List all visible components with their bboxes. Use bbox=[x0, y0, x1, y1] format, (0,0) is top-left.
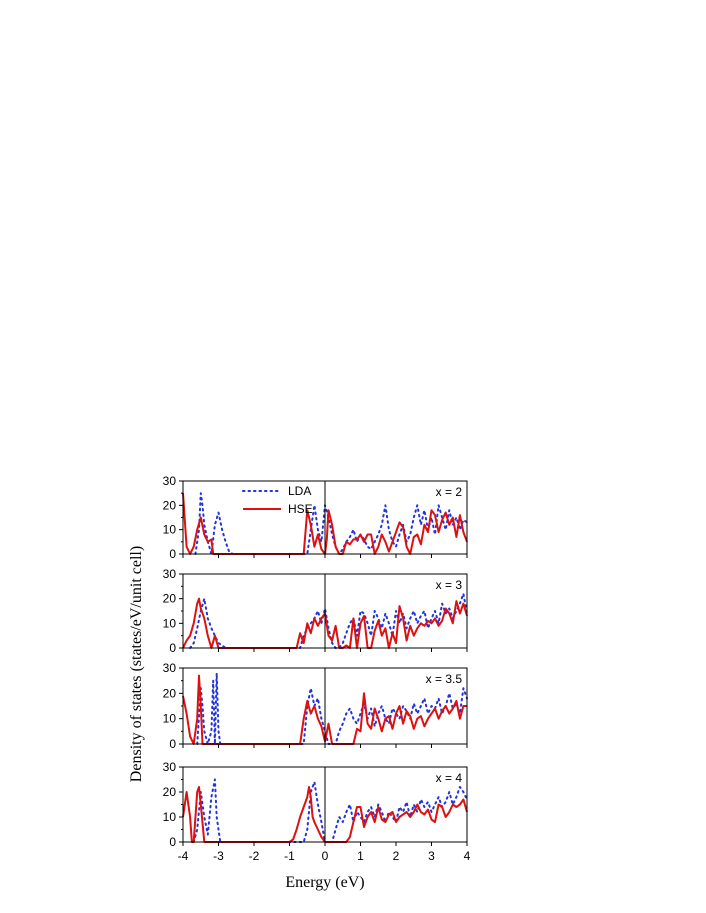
panel-label: x = 3 bbox=[436, 578, 463, 592]
series-lda-line bbox=[194, 492, 468, 555]
x-tick-label: -3 bbox=[213, 849, 224, 863]
y-tick-label: 10 bbox=[163, 523, 177, 537]
y-tick-label: 20 bbox=[163, 498, 177, 512]
series-lda-line bbox=[196, 672, 468, 745]
series-hse-line bbox=[182, 597, 468, 649]
y-tick-label: 20 bbox=[163, 592, 177, 606]
legend-label-lda: LDA bbox=[288, 484, 311, 498]
y-tick-label: 30 bbox=[163, 760, 177, 774]
y-tick-label: 10 bbox=[163, 616, 177, 630]
legend: LDA HSE bbox=[242, 484, 313, 516]
x-tick-label: 1 bbox=[357, 849, 364, 863]
panel-1: 0 10 20 30 x = 2 bbox=[163, 474, 468, 561]
x-tick-label: -4 bbox=[178, 849, 189, 863]
panel-2: 0 10 20 30 x = 3 bbox=[163, 567, 468, 655]
y-tick-label: 0 bbox=[169, 641, 176, 655]
x-tick-label: -1 bbox=[284, 849, 295, 863]
x-tick-label: 2 bbox=[393, 849, 400, 863]
panel-label: x = 2 bbox=[436, 485, 463, 499]
legend-label-hse: HSE bbox=[288, 502, 313, 516]
y-tick-label: 30 bbox=[163, 474, 177, 488]
y-tick-label: 0 bbox=[169, 835, 176, 849]
panel-label: x = 3.5 bbox=[426, 672, 463, 686]
x-tick-label: -2 bbox=[249, 849, 260, 863]
y-tick-label: 0 bbox=[169, 737, 176, 751]
y-tick-label: 30 bbox=[163, 567, 177, 581]
y-tick-label: 20 bbox=[163, 686, 177, 700]
y-tick-label: 30 bbox=[163, 661, 177, 675]
x-axis-title: Energy (eV) bbox=[285, 874, 364, 891]
x-tick-label: 3 bbox=[428, 849, 435, 863]
panel-label: x = 4 bbox=[436, 771, 463, 785]
x-tick-label: 0 bbox=[322, 849, 329, 863]
panel-4: 0 10 20 30 x = 4 bbox=[163, 760, 468, 849]
y-tick-label: 0 bbox=[169, 547, 176, 561]
x-tick-label: 4 bbox=[464, 849, 471, 863]
series-lda-line bbox=[192, 778, 468, 843]
y-tick-label: 20 bbox=[163, 785, 177, 799]
panels-group: 0 10 20 30 x = 2 0 10 20 30 x = 3 0 10 20 30 x = 3.5 0 1… bbox=[163, 474, 468, 849]
y-tick-label: 10 bbox=[163, 810, 177, 824]
y-axis-title: Density of states (states/eV/unit cell) bbox=[128, 546, 145, 782]
panel-3: 0 10 20 30 x = 3.5 bbox=[163, 661, 468, 751]
x-axis: -4 -3 -2 -1 0 1 2 3 4 bbox=[178, 849, 471, 863]
y-tick-label: 10 bbox=[163, 712, 177, 726]
series-lda-line bbox=[189, 592, 468, 649]
